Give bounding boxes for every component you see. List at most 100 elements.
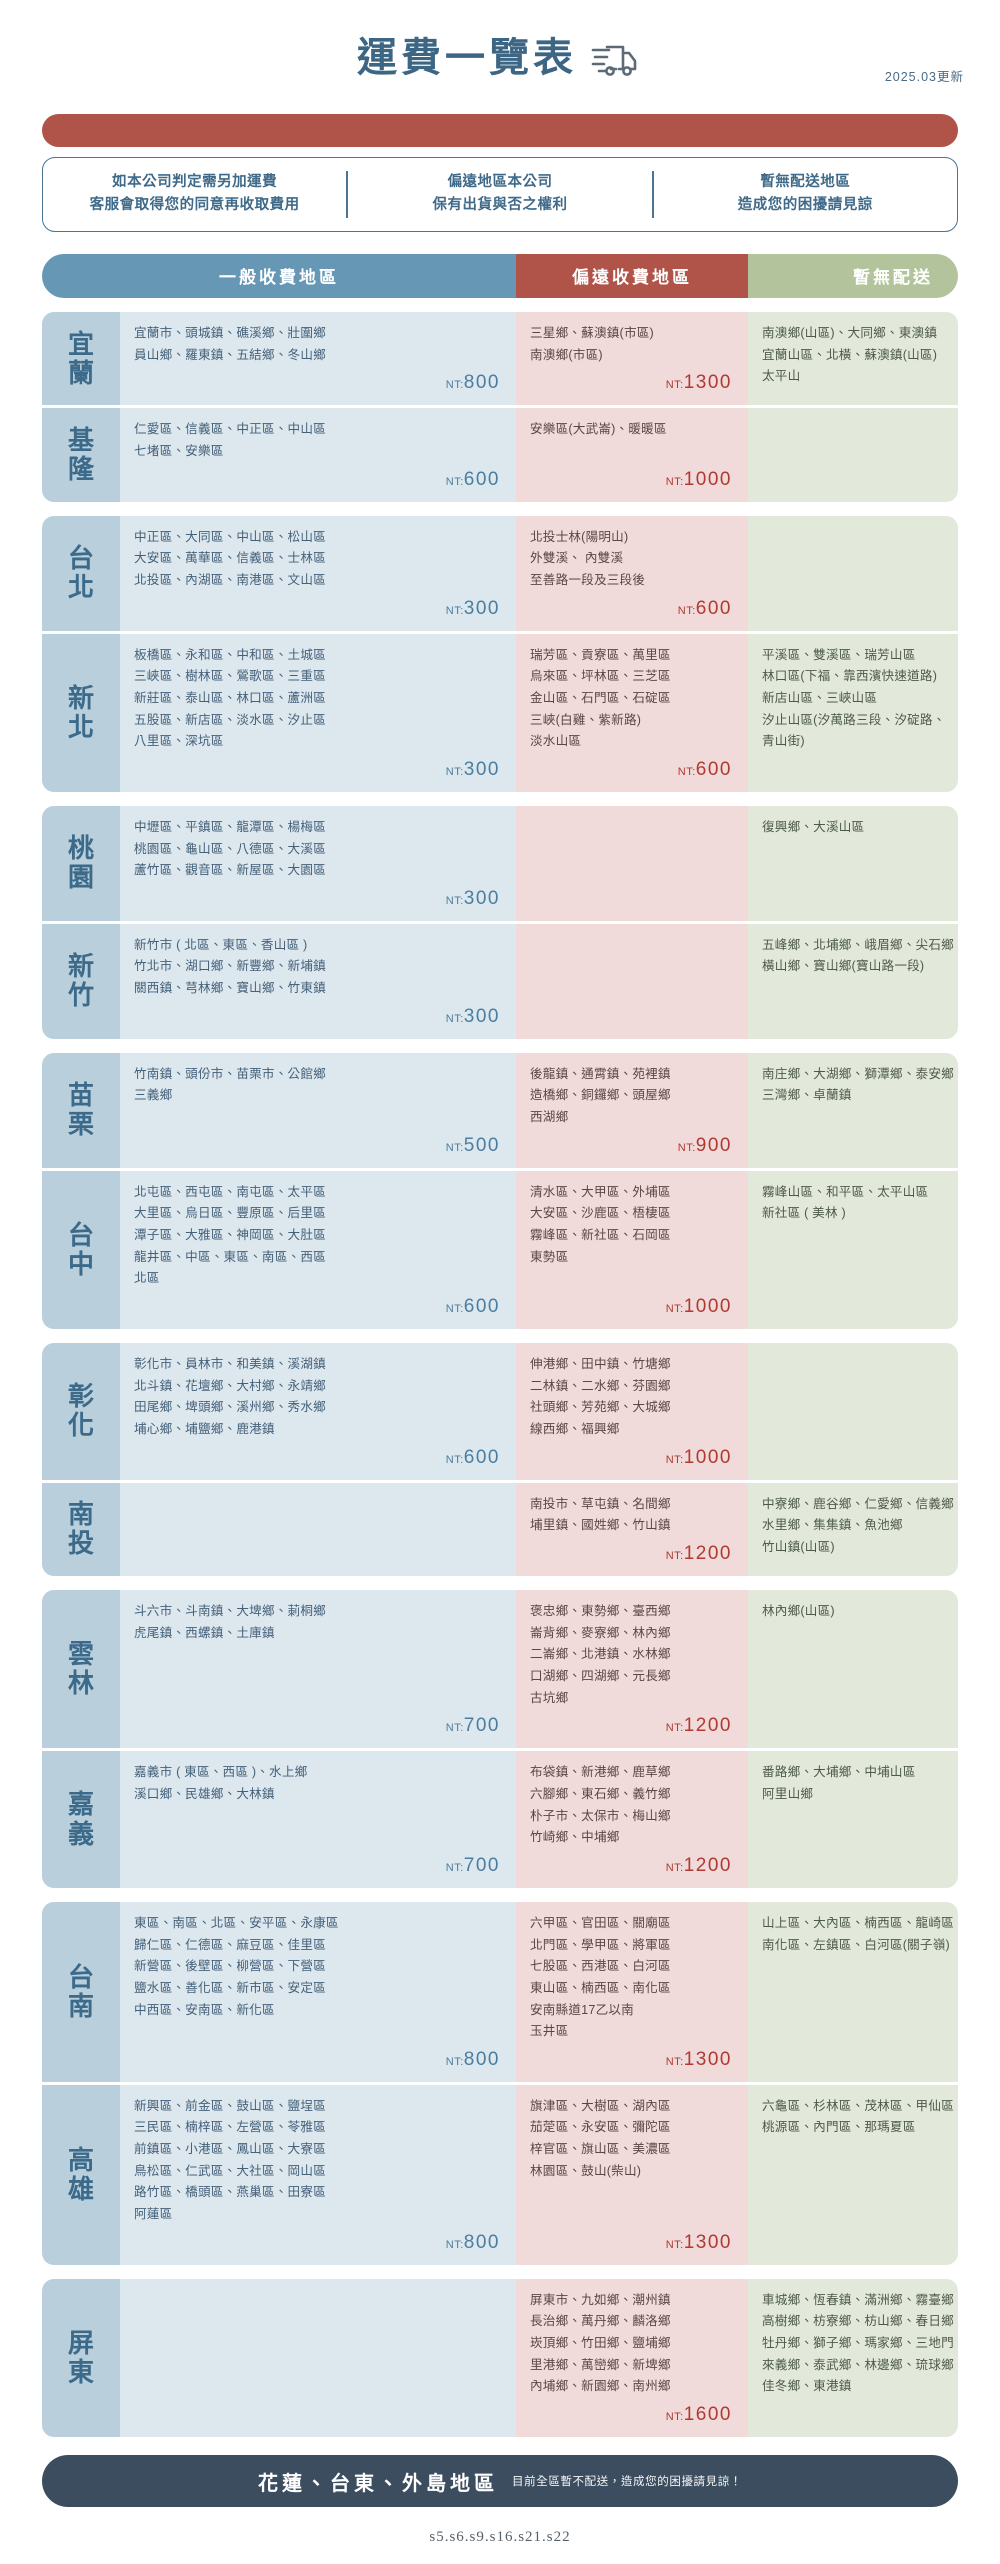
accent-bar: [42, 114, 958, 147]
region-group: 雲林斗六市、斗南鎮、大埤鄉、莿桐鄉 虎尾鎮、西螺鎮、土庫鎮 NT:700 褒忠鄉、東勢…: [42, 1589, 958, 1888]
area-line: 牡丹鄉、獅子鄉、瑪家鄉、三地門: [762, 2336, 954, 2351]
price-currency: NT:: [445, 1722, 464, 1735]
price-currency: NT:: [665, 2055, 684, 2068]
remote-lines: 褒忠鄉、東勢鄉、臺西鄉 崙背鄉、麥寮鄉、林內鄉 二崙鄉、北港鎮、水林鄉 口湖鄉、四湖鄉…: [530, 1601, 732, 1709]
general-lines: 新竹市 ( 北區、東區、香山區 ) 竹北市、湖口鄉、新豐鄉、新埔鎮 關西鎮、芎林鄉、…: [134, 935, 500, 1000]
cell-no-delivery: 六龜區、杉林區、茂林區、甲仙區 桃源區、內門區、那瑪夏區: [748, 2084, 958, 2265]
cell-no-delivery: 南庄鄉、大湖鄉、獅潭鄉、泰安鄉 三灣鄉、卓蘭鎮: [748, 1052, 958, 1168]
region-label: 新北: [42, 633, 120, 792]
price-amount: 600: [463, 1296, 500, 1318]
general-lines: [134, 1494, 500, 1559]
area-line: 車城鄉、恆春鎮、滿洲鄉、霧臺鄉: [762, 2292, 954, 2307]
region-char: 林: [67, 1668, 94, 1699]
price-amount: 1300: [683, 2231, 732, 2253]
area-line: 竹北市、湖口鄉、新豐鄉、新埔鎮: [134, 959, 326, 974]
none-lines: 平溪區、雙溪區、瑞芳山區 林口區(下福、靠西濱快速道路) 新店山區、三峽山區 汐止山區…: [762, 645, 958, 781]
general-lines: 竹南鎮、頭份市、苗栗市、公館鄉 三義鄉: [134, 1064, 500, 1129]
region-group: 苗栗竹南鎮、頭份市、苗栗市、公館鄉 三義鄉 NT:500 後龍鎮、通霄鎮、苑裡鎮 造橋鄉…: [42, 1052, 958, 1330]
remote-price: NT:900: [530, 1135, 732, 1157]
area-line: 仁愛區、信義區、中正區、中山區: [134, 422, 326, 437]
region-char: 屏: [67, 2327, 94, 2358]
area-line: 南庄鄉、大湖鄉、獅潭鄉、泰安鄉: [762, 1066, 954, 1081]
notice-line-2: 客服會取得您的同意再收取費用: [89, 197, 300, 214]
cell-remote: 清水區、大甲區、外埔區 大安區、沙鹿區、梧棲區 霧峰區、新社區、石岡區 東勢區 NT:1…: [516, 1170, 748, 1330]
column-header-remote: 偏遠收費地區: [516, 253, 748, 298]
remote-lines: 伸港鄉、田中鎮、竹塘鄉 二林鎮、二水鄉、芬園鄉 社頭鄉、芳苑鄉、大城鄉 線西鄉、福興鄉: [530, 1354, 732, 1441]
cell-general: [120, 2278, 516, 2438]
area-line: 北投區、內湖區、南港區、文山區: [134, 572, 326, 587]
region-group: 台北中正區、大同區、中山區、松山區 大安區、萬華區、信義區、士林區 北投區、內湖區、…: [42, 515, 958, 792]
table-row: 新北板橋區、永和區、中和區、土城區 三峽區、樹林區、鶯歌區、三重區 新莊區、泰山區、…: [42, 630, 958, 792]
remote-lines: 旗津區、大樹區、湖內區 茄萣區、永安區、彌陀區 梓官區、旗山區、美濃區 林園區、鼓山(…: [530, 2096, 732, 2226]
remote-lines: 後龍鎮、通霄鎮、苑裡鎮 造橋鄉、銅鑼鄉、頭屋鄉 西湖鄉: [530, 1064, 732, 1129]
area-line: 內埔鄉、新園鄉、南州鄉: [530, 2379, 671, 2394]
area-line: 金山區、石門區、石碇區: [530, 690, 671, 705]
region-label: 彰化: [42, 1343, 120, 1480]
price-currency: NT:: [677, 765, 696, 778]
cell-remote: 褒忠鄉、東勢鄉、臺西鄉 崙背鄉、麥寮鄉、林內鄉 二崙鄉、北港鎮、水林鄉 口湖鄉、四湖鄉…: [516, 1589, 748, 1749]
price-amount: 300: [463, 1005, 500, 1027]
area-line: 六甲區、官田區、關廟區: [530, 1915, 671, 1930]
price-amount: 1000: [683, 468, 732, 490]
region-char: 台: [67, 1219, 94, 1250]
area-line: 六龜區、杉林區、茂林區、甲仙區: [762, 2098, 954, 2113]
area-line: 林園區、鼓山(柴山): [530, 2163, 642, 2178]
area-line: 二崙鄉、北港鎮、水林鄉: [530, 1647, 671, 1662]
table-row: 苗栗竹南鎮、頭份市、苗栗市、公館鄉 三義鄉 NT:500 後龍鎮、通霄鎮、苑裡鎮 造橋鄉…: [42, 1052, 958, 1168]
region-label: 嘉義: [42, 1751, 120, 1888]
area-line: 梓官區、旗山區、美濃區: [530, 2142, 671, 2157]
cell-no-delivery: 中寮鄉、鹿谷鄉、仁愛鄉、信義鄉 水里鄉、集集鎮、魚池鄉 竹山鎮(山區): [748, 1482, 958, 1576]
region-char: 高: [67, 2144, 94, 2175]
price-currency: NT:: [445, 1861, 464, 1874]
table-row: 嘉義嘉義市 ( 東區、西區 )、水上鄉 溪口鄉、民雄鄉、大林鎮 NT:700 布袋鎮、…: [42, 1748, 958, 1888]
area-line: 外雙溪、 內雙溪: [530, 551, 624, 566]
general-lines: 新興區、前金區、鼓山區、鹽埕區 三民區、楠梓區、左營區、苓雅區 前鎮區、小港區、鳳山…: [134, 2096, 500, 2226]
cell-remote: 六甲區、官田區、關廟區 北門區、學甲區、將軍區 七股區、西港區、白河區 東山區、楠西區…: [516, 1901, 748, 2082]
table-row: 新竹新竹市 ( 北區、東區、香山區 ) 竹北市、湖口鄉、新豐鄉、新埔鎮 關西鎮、芎林…: [42, 920, 958, 1039]
price-amount: 1000: [683, 1446, 732, 1468]
area-line: 南化區、左鎮區、白河區(關子嶺): [762, 1937, 950, 1952]
area-line: 阿蓮區: [134, 2207, 173, 2222]
remote-lines: 六甲區、官田區、關廟區 北門區、學甲區、將軍區 七股區、西港區、白河區 東山區、楠西區…: [530, 1913, 732, 2043]
area-line: 六腳鄉、東石鄉、義竹鄉: [530, 1786, 671, 1801]
none-lines: 番路鄉、大埔鄉、中埔山區 阿里山鄉: [762, 1762, 958, 1877]
area-line: 瑞芳區、貢寮區、萬里區: [530, 647, 671, 662]
area-line: 新興區、前金區、鼓山區、鹽埕區: [134, 2098, 326, 2113]
general-price: NT:800: [134, 2049, 500, 2071]
cell-remote: 南投市、草屯鎮、名間鄉 埔里鎮、國姓鄉、竹山鎮 NT:1200: [516, 1482, 748, 1576]
region-char: 苗: [67, 1080, 94, 1111]
none-lines: [762, 419, 958, 490]
general-price: NT:300: [134, 888, 500, 910]
price-amount: 600: [463, 1446, 500, 1468]
area-line: 佳冬鄉、東港鎮: [762, 2379, 852, 2394]
area-line: 古坑鄉: [530, 1690, 569, 1705]
area-line: 桃園區、龜山區、八德區、大溪區: [134, 841, 326, 856]
cell-remote: [516, 923, 748, 1039]
area-line: 東勢區: [530, 1249, 569, 1264]
price-amount: 300: [463, 887, 500, 909]
none-lines: 南庄鄉、大湖鄉、獅潭鄉、泰安鄉 三灣鄉、卓蘭鎮: [762, 1064, 958, 1157]
area-line: 淡水山區: [530, 734, 582, 749]
area-line: 南澳鄉(市區): [530, 347, 603, 362]
price-amount: 300: [463, 597, 500, 619]
general-lines: 斗六市、斗南鎮、大埤鄉、莿桐鄉 虎尾鎮、西螺鎮、土庫鎮: [134, 1601, 500, 1709]
table-row: 宜蘭宜蘭市、頭城鎮、礁溪鄉、壯圍鄉 員山鄉、羅東鎮、五結鄉、冬山鄉 NT:800 三星…: [42, 311, 958, 406]
area-line: 布袋鎮、新港鄉、鹿草鄉: [530, 1765, 671, 1780]
price-amount: 600: [463, 468, 500, 490]
cell-general: 中壢區、平鎮區、龍潭區、楊梅區 桃園區、龜山區、八德區、大溪區 蘆竹區、觀音區、新屋…: [120, 805, 516, 921]
price-currency: NT:: [677, 604, 696, 617]
area-line: 汐止山區(汐萬路三段、汐碇路、: [762, 712, 946, 727]
page-header: 運費一覽表 2025.03更新: [0, 0, 1000, 108]
notice-line-2: 造成您的困擾請見諒: [737, 197, 873, 214]
price-amount: 1300: [683, 372, 732, 394]
area-line: 至善路一段及三段後: [530, 572, 646, 587]
area-line: 清水區、大甲區、外埔區: [530, 1184, 671, 1199]
general-price: NT:300: [134, 759, 500, 781]
none-lines: 南澳鄉(山區)、大同鄉、東澳鎮 宜蘭山區、北橫、蘇澳鎮(山區) 太平山: [762, 323, 958, 394]
area-line: 橫山鄉、寶山鄉(寶山路一段): [762, 959, 925, 974]
remote-price: NT:1300: [530, 2049, 732, 2071]
region-char: 東: [67, 2356, 94, 2387]
price-amount: 1000: [683, 1296, 732, 1318]
area-line: 中西區、安南區、新化區: [134, 2002, 275, 2017]
area-line: 里港鄉、萬巒鄉、新埤鄉: [530, 2357, 671, 2372]
